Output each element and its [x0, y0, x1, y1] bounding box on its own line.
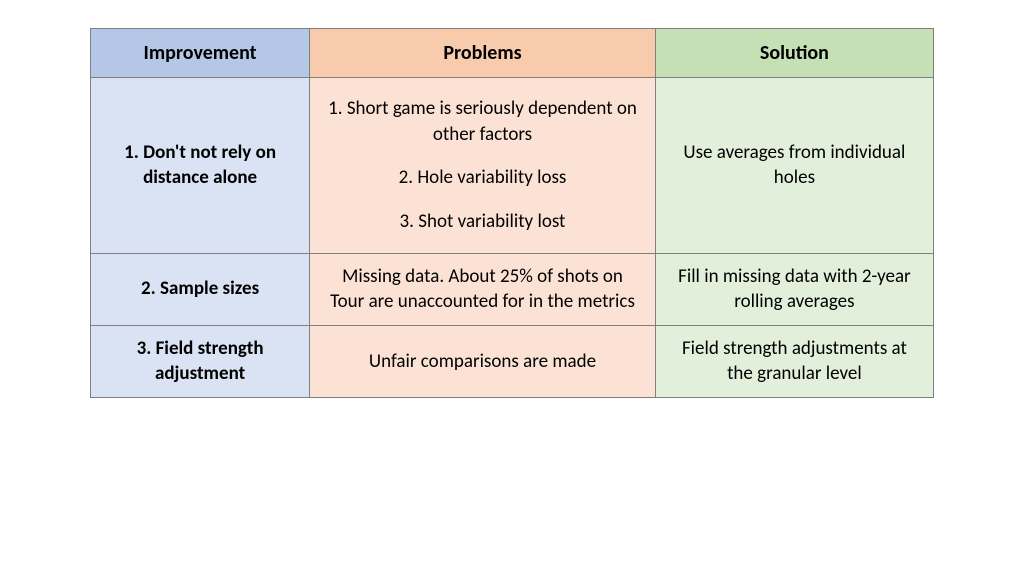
cell-improvement: 2. Sample sizes	[91, 253, 310, 325]
table-header-row: Improvement Problems Solution	[91, 29, 934, 78]
cell-improvement: 3. Field strength adjustment	[91, 325, 310, 397]
problem-item: 1. Short game is seriously dependent on …	[324, 96, 641, 147]
table-row: 3. Field strength adjustment Unfair comp…	[91, 325, 934, 397]
problem-item: 2. Hole variability loss	[324, 165, 641, 191]
col-header-improvement: Improvement	[91, 29, 310, 78]
cell-problems: Missing data. About 25% of shots on Tour…	[310, 253, 656, 325]
cell-solution: Field strength adjustments at the granul…	[655, 325, 933, 397]
cell-solution: Use averages from individual holes	[655, 78, 933, 254]
cell-improvement: 1. Don't not rely on distance alone	[91, 78, 310, 254]
table-row: 1. Don't not rely on distance alone 1. S…	[91, 78, 934, 254]
cell-problems: 1. Short game is seriously dependent on …	[310, 78, 656, 254]
table-row: 2. Sample sizes Missing data. About 25% …	[91, 253, 934, 325]
problem-item: 3. Shot variability lost	[324, 209, 641, 235]
col-header-problems: Problems	[310, 29, 656, 78]
cell-solution: Fill in missing data with 2-year rolling…	[655, 253, 933, 325]
cell-problems: Unfair comparisons are made	[310, 325, 656, 397]
col-header-solution: Solution	[655, 29, 933, 78]
improvements-table: Improvement Problems Solution 1. Don't n…	[90, 28, 934, 398]
